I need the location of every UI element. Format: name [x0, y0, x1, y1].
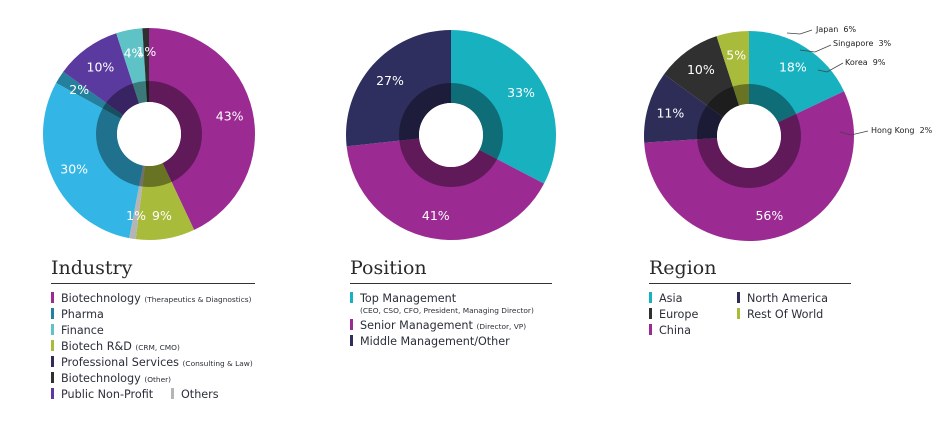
- industry-slice: [56, 71, 124, 119]
- position-divider: [350, 283, 552, 284]
- industry-data-label: 1%: [136, 44, 156, 59]
- region-data-label: 11%: [656, 106, 684, 121]
- industry-title: Industry: [51, 257, 133, 279]
- position-data-label: 27%: [376, 73, 404, 88]
- industry-slice: [63, 33, 140, 116]
- industry-slice: [149, 28, 255, 230]
- region-slice: [664, 36, 740, 118]
- industry-data-label: 43%: [216, 108, 244, 123]
- position-data-label: 41%: [422, 208, 450, 223]
- legend-item: Finance: [51, 324, 104, 338]
- region-data-label: 10%: [687, 62, 715, 77]
- position-slice: [346, 30, 451, 147]
- position-slice: [346, 138, 545, 240]
- position-inner-ring: [399, 83, 503, 187]
- region-title: Region: [649, 257, 717, 279]
- industry-data-label: 10%: [87, 60, 115, 75]
- annotation-singapore: Singapore 3%: [833, 39, 892, 48]
- industry-data-label: 4%: [124, 45, 144, 60]
- legend-item: Middle Management/Other: [350, 335, 510, 349]
- region-slice: [749, 31, 845, 123]
- legend-swatch: [51, 292, 54, 303]
- industry-slices: [43, 28, 255, 240]
- legend-swatch: [737, 292, 740, 303]
- industry-data-label: 1%: [126, 208, 146, 223]
- industry-center-hole: [117, 102, 181, 166]
- region-slice: [644, 91, 854, 242]
- industry-inner-ring: [96, 81, 202, 187]
- legend-swatch: [51, 308, 54, 319]
- region-data-label: 5%: [726, 48, 746, 63]
- legend-item: Top Management: [350, 292, 456, 306]
- legend-item: Rest Of World: [737, 308, 823, 322]
- legend-swatch: [649, 292, 652, 303]
- legend-item: China: [649, 324, 691, 338]
- industry-data-label: 9%: [152, 208, 172, 223]
- region-data-label: 56%: [755, 208, 783, 223]
- industry-data-label: 30%: [60, 162, 88, 177]
- legend-item: Senior Management (Director, VP): [350, 319, 526, 334]
- legend-item: Europe: [649, 308, 698, 322]
- legend-item: Pharma: [51, 308, 104, 322]
- industry-data-label: 2%: [69, 82, 89, 97]
- region-leader-line: [817, 62, 844, 73]
- legend-item: Biotech R&D (CRM, CMO): [51, 340, 180, 355]
- legend-item: Biotechnology (Therapeutics & Diagnostic…: [51, 292, 252, 307]
- industry-slice: [135, 162, 195, 240]
- legend-swatch: [649, 324, 652, 335]
- industry-slice: [43, 82, 144, 239]
- legend-item: Others: [171, 388, 219, 402]
- region-divider: [649, 283, 851, 284]
- region-leader-line: [799, 44, 832, 53]
- region-data-label: 18%: [779, 59, 807, 74]
- legend-item: North America: [737, 292, 828, 306]
- region-leader-line: [786, 29, 813, 35]
- region-slice: [716, 31, 749, 106]
- region-slice: [644, 74, 724, 143]
- region-slices: [644, 31, 854, 242]
- legend-swatch: [51, 372, 54, 383]
- annotation-japan: Japan 6%: [816, 25, 857, 34]
- legend-swatch: [51, 324, 54, 335]
- legend-swatch: [350, 335, 353, 346]
- annotation-korea: Korea 9%: [845, 58, 886, 67]
- legend-swatch: [51, 388, 54, 399]
- legend-item: Biotechnology (Other): [51, 372, 171, 387]
- position-title: Position: [350, 257, 427, 279]
- legend-subtext: (CEO, CSO, CFO, President, Managing Dire…: [360, 306, 534, 315]
- legend-swatch: [51, 340, 54, 351]
- position-data-label: 33%: [507, 85, 535, 100]
- annotation-hong-kong: Hong Kong 2%: [871, 126, 933, 135]
- legend-swatch: [51, 356, 54, 367]
- legend-item: Public Non-Profit: [51, 388, 153, 402]
- position-slice: [451, 30, 556, 184]
- legend-swatch: [737, 308, 740, 319]
- legend-swatch: [350, 319, 353, 330]
- industry-slice: [142, 28, 149, 103]
- region-center-hole: [717, 104, 781, 168]
- industry-slice: [116, 28, 147, 104]
- legend-swatch: [649, 308, 652, 319]
- legend-item: Asia: [649, 292, 682, 306]
- legend-swatch: [171, 388, 174, 399]
- region-inner-ring: [697, 84, 801, 188]
- industry-slice: [129, 165, 145, 240]
- legend-item: Professional Services (Consulting & Law): [51, 356, 253, 371]
- legend-swatch: [350, 292, 353, 303]
- position-slices: [346, 30, 556, 240]
- industry-divider: [51, 283, 255, 284]
- region-leader-line: [839, 130, 869, 136]
- position-center-hole: [419, 103, 483, 167]
